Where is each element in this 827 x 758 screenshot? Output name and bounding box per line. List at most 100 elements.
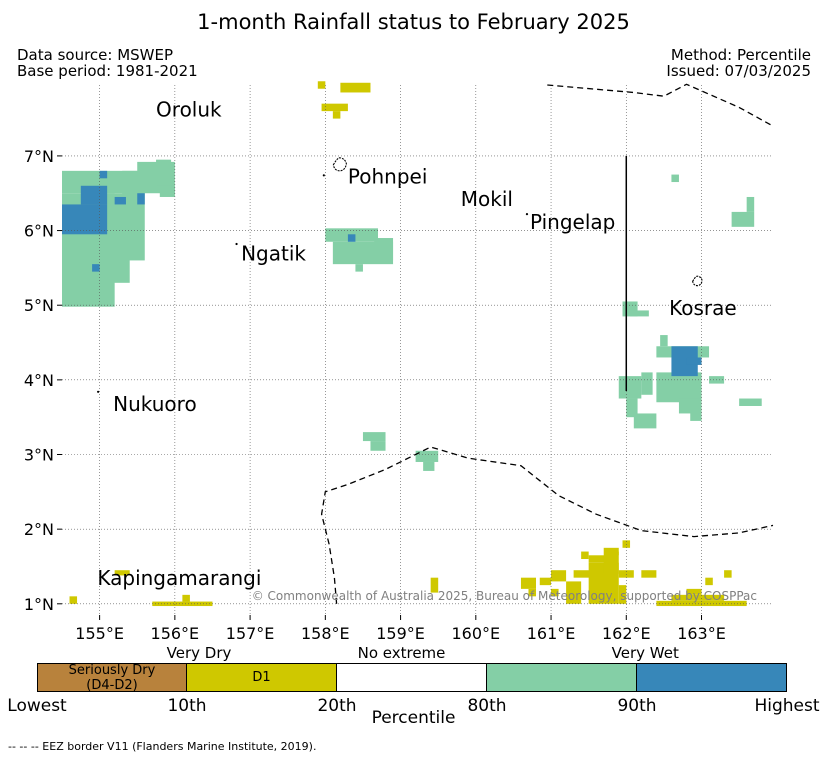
cell-highest [347,234,356,242]
legend-color-box: D1 [187,663,337,692]
cell-very-wet [641,372,653,395]
legend-tick-label: 20th [317,696,357,716]
cell-very-wet [362,432,386,442]
cell-very-wet [633,413,657,429]
cell-highest [686,357,702,365]
legend-tick-label: Highest [754,696,820,716]
cell-very-wet [746,196,755,212]
lon-tick-label: 163°E [677,624,726,640]
lon-tick-label: 156°E [151,624,200,640]
cell-d1 [332,111,341,119]
data-source-label: Data source: MSWEP [17,46,174,64]
cell-d1 [551,570,567,582]
cell-d1 [340,82,371,93]
base-period-label: Base period: 1981-2021 [17,62,198,80]
island-dot [97,390,100,393]
cell-very-wet [660,335,668,347]
cell-highest [137,193,145,205]
cell-very-wet [423,461,435,471]
lon-tick-label: 162°E [602,624,651,640]
cell-very-wet [656,372,702,403]
cell-d1 [114,570,130,576]
lon-tick-label: 157°E [226,624,275,640]
cell-highest [114,196,126,205]
cell-very-wet [618,376,642,399]
cell-very-wet [678,398,702,414]
cell-d1 [705,577,713,586]
cell-highest [62,204,108,235]
cell-d1 [520,577,536,589]
lat-tick-label: 7°N [24,147,54,166]
rainfall-map: Oroluk Pohnpei Mokil Pingelap Ngatik Kosrae Nu… [24,81,774,640]
cell-d1 [566,581,582,604]
map-axes: 155°E 156°E 157°E 158°E 159°E 160°E 161°E 162°E… [24,147,726,640]
cell-very-wet [159,185,175,197]
legend-tick-label: 90th [617,696,657,716]
cell-d1 [528,588,536,597]
island-outline [692,275,703,287]
island-outline [332,157,347,172]
legend-tick-label: 80th [467,696,507,716]
legend-tick-label: 10th [167,696,207,716]
map-title: 1-month Rainfall status to February 2025 [197,10,630,34]
method-label: Method: Percentile [670,46,811,64]
legend-color-box [637,663,787,692]
cell-d1 [588,555,612,563]
legend-color-box: Seriously Dry (D4-D2) [37,663,187,693]
cell-d1 [182,594,190,602]
copyright-note: © Commonwealth of Australia 2025, Bureau… [252,589,757,603]
legend-box-label: D1 [252,670,271,685]
legend-box-label: Seriously Dry (D4-D2) [68,663,156,693]
cell-d1 [430,577,439,593]
percentile-cells [62,81,762,607]
eez-border-note: -- -- -- EEZ border V11 (Flanders Marine… [8,740,317,753]
cell-d1 [686,588,702,595]
cell-very-wet [739,398,762,406]
place-label-nukuoro: Nukuoro [113,392,197,416]
lon-tick-label: 158°E [301,624,350,640]
eez-border [320,83,774,604]
cell-d1 [724,570,732,578]
cell-very-wet [690,409,702,421]
legend-tick-label: Lowest [7,696,67,716]
cell-very-wet [415,450,439,462]
place-label-kapingamarangi: Kapingamarangi [97,566,261,590]
cell-d1 [317,81,326,89]
cell-highest [92,264,100,272]
legend-category-label: Very Dry [166,644,232,662]
cell-d1 [641,570,657,578]
cell-d1 [539,577,552,586]
cell-highest [80,185,108,205]
eez-border-line [320,446,774,604]
cell-very-wet [731,211,755,227]
lat-tick-label: 5°N [24,296,54,315]
lat-tick-label: 2°N [24,520,54,539]
lon-tick-label: 160°E [451,624,500,640]
cell-d1 [581,551,589,560]
cell-d1 [69,596,78,604]
issued-label: Issued: 07/03/2025 [666,62,811,80]
place-labels: Oroluk Pohnpei Mokil Pingelap Ngatik Kosrae Nu… [97,97,736,590]
cell-very-wet [355,264,363,272]
percentile-axis-label: Percentile [371,708,456,728]
cell-very-wet [374,238,394,261]
cell-highest [99,170,108,179]
cell-d1 [551,588,559,597]
lon-tick-label: 161°E [527,624,576,640]
place-label-pingelap: Pingelap [530,210,615,234]
island-dot [525,213,529,216]
island-dot [322,174,325,177]
island-dot [235,242,238,246]
lat-tick-label: 6°N [24,222,54,241]
cell-d1 [656,600,747,607]
cell-very-wet [671,174,679,183]
cell-very-wet [156,159,172,186]
legend: Very Dry No extreme Very Wet Seriously Dry… [0,640,827,758]
place-label-pohnpei: Pohnpei [348,165,428,189]
place-label-mokil: Mokil [461,187,513,211]
place-label-ngatik: Ngatik [241,241,306,265]
map-gridlines [62,85,773,615]
legend-color-box [487,663,637,692]
legend-color-box [337,663,487,692]
place-label-oroluk: Oroluk [156,97,222,121]
